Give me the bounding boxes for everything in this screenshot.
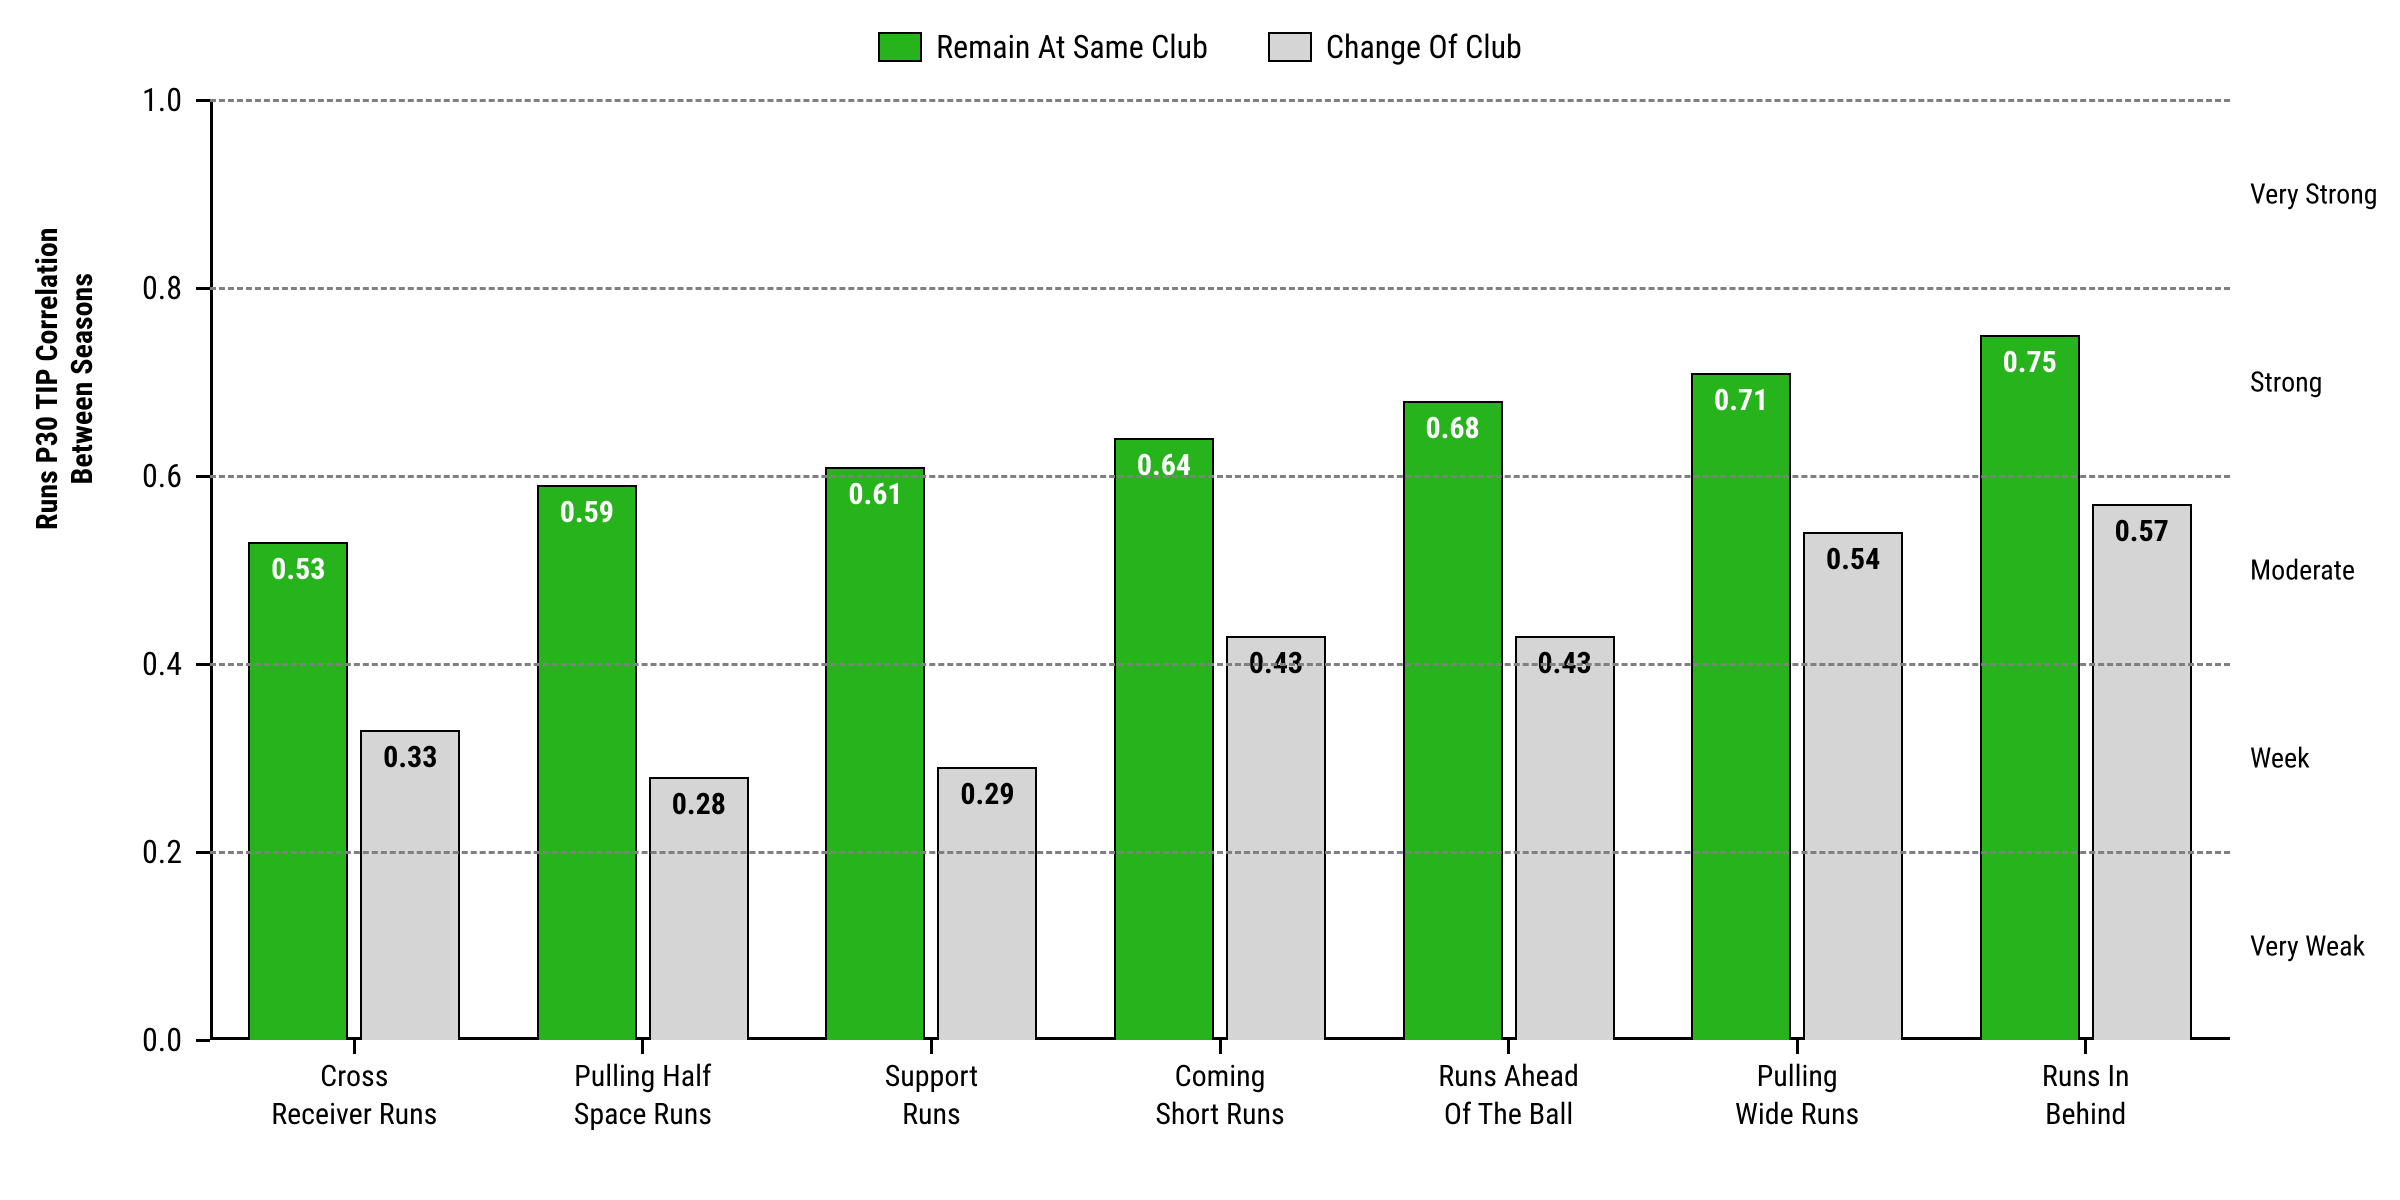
x-category-label: Pulling Wide Runs <box>1735 1058 1859 1133</box>
bar-value-label: 0.54 <box>1805 542 1901 577</box>
bar-value-label: 0.64 <box>1116 448 1212 483</box>
y-tick-label: 0.6 <box>142 457 182 495</box>
gridline <box>210 851 2230 854</box>
strength-band-label: Very Strong <box>2250 178 2378 211</box>
bar: 0.43 <box>1515 636 1615 1040</box>
bar: 0.57 <box>2092 504 2192 1040</box>
y-tick-label: 0.8 <box>142 269 182 307</box>
bar: 0.59 <box>537 485 637 1040</box>
y-tick-label: 1.0 <box>142 81 182 119</box>
bar: 0.61 <box>825 467 925 1040</box>
legend-label: Remain At Same Club <box>936 28 1208 66</box>
x-tick-mark <box>1219 1040 1222 1054</box>
bar: 0.28 <box>649 777 749 1040</box>
legend: Remain At Same Club Change Of Club <box>0 28 2400 66</box>
x-category-label: Support Runs <box>885 1058 978 1133</box>
bar: 0.54 <box>1803 532 1903 1040</box>
legend-item: Remain At Same Club <box>878 28 1208 66</box>
x-category-label: Pulling Half Space Runs <box>574 1058 712 1133</box>
y-tick-mark <box>196 851 210 854</box>
y-tick-mark <box>196 287 210 290</box>
bar-value-label: 0.59 <box>539 495 635 530</box>
bar-value-label: 0.53 <box>250 552 346 587</box>
bar: 0.53 <box>248 542 348 1040</box>
strength-band-label: Moderate <box>2250 554 2355 587</box>
y-tick-mark <box>196 99 210 102</box>
y-tick-label: 0.2 <box>142 833 182 871</box>
bar-value-label: 0.33 <box>362 740 458 775</box>
legend-swatch <box>878 32 922 62</box>
x-tick-mark <box>1796 1040 1799 1054</box>
y-tick-mark <box>196 475 210 478</box>
x-category-label: Runs Ahead Of The Ball <box>1438 1058 1579 1133</box>
strength-band-label: Strong <box>2250 366 2323 399</box>
chart-container: Remain At Same Club Change Of Club Runs P… <box>0 0 2400 1200</box>
legend-swatch <box>1268 32 1312 62</box>
gridline <box>210 663 2230 666</box>
strength-band-label: Very Weak <box>2250 930 2365 963</box>
y-tick-mark <box>196 663 210 666</box>
x-category-label: Cross Receiver Runs <box>271 1058 437 1133</box>
plot-area: 0.53 0.33 0.59 0.28 0.61 0.29 0.64 0.43 0.68 0.43… <box>210 100 2230 1040</box>
x-tick-mark <box>353 1040 356 1054</box>
x-category-label: Runs In Behind <box>2042 1058 2130 1133</box>
bar: 0.33 <box>360 730 460 1040</box>
bar: 0.43 <box>1226 636 1326 1040</box>
bar: 0.71 <box>1691 373 1791 1040</box>
legend-label: Change Of Club <box>1326 28 1522 66</box>
legend-item: Change Of Club <box>1268 28 1522 66</box>
y-tick-label: 0.0 <box>142 1021 182 1059</box>
gridline <box>210 287 2230 290</box>
y-tick-mark <box>196 1039 210 1042</box>
gridline <box>210 99 2230 102</box>
bar-value-label: 0.71 <box>1693 383 1789 418</box>
bars-layer: 0.53 0.33 0.59 0.28 0.61 0.29 0.64 0.43 0.68 0.43… <box>210 100 2230 1040</box>
bar: 0.29 <box>937 767 1037 1040</box>
bar-value-label: 0.29 <box>939 777 1035 812</box>
y-axis-title: Runs P30 TIP Correlation Between Seasons <box>30 227 100 530</box>
x-tick-mark <box>930 1040 933 1054</box>
x-tick-mark <box>2084 1040 2087 1054</box>
bar: 0.64 <box>1114 438 1214 1040</box>
strength-band-label: Week <box>2250 742 2310 775</box>
bar: 0.68 <box>1403 401 1503 1040</box>
y-tick-label: 0.4 <box>142 645 182 683</box>
bar-value-label: 0.68 <box>1405 411 1501 446</box>
x-tick-mark <box>641 1040 644 1054</box>
bar: 0.75 <box>1980 335 2080 1040</box>
bar-value-label: 0.75 <box>1982 345 2078 380</box>
x-category-label: Coming Short Runs <box>1155 1058 1284 1133</box>
gridline <box>210 475 2230 478</box>
bar-value-label: 0.57 <box>2094 514 2190 549</box>
bar-value-label: 0.28 <box>651 787 747 822</box>
x-tick-mark <box>1507 1040 1510 1054</box>
bar-value-label: 0.61 <box>827 477 923 512</box>
